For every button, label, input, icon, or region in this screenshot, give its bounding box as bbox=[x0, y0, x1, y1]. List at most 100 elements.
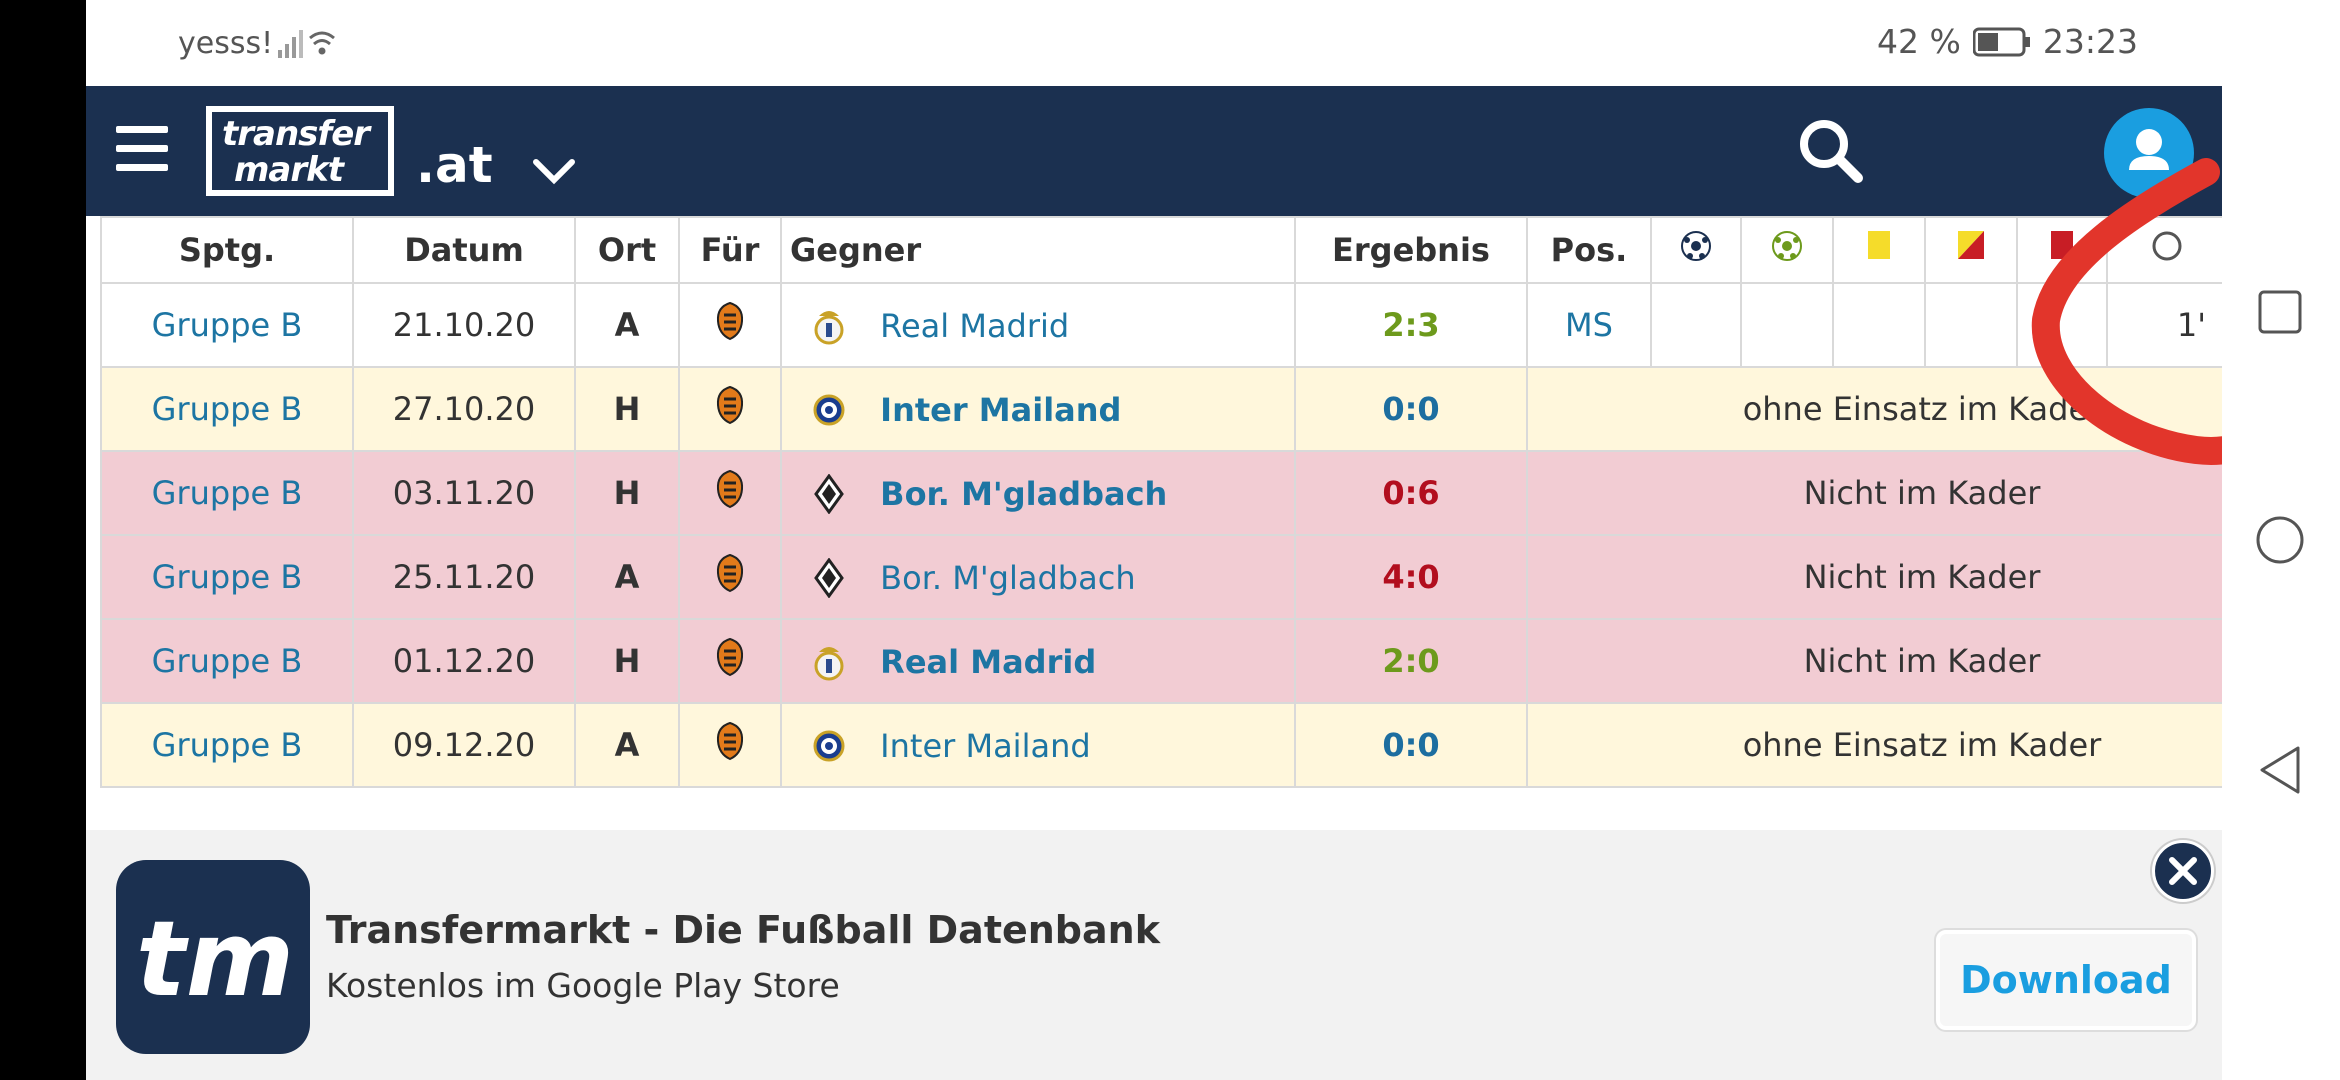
opponent-link[interactable]: Bor. M'gladbach bbox=[880, 474, 1168, 513]
competition-link[interactable]: Gruppe B bbox=[151, 474, 303, 512]
real-madrid-crest-icon[interactable] bbox=[812, 642, 846, 682]
header-assists[interactable] bbox=[1740, 216, 1834, 284]
recent-apps-icon[interactable] bbox=[2258, 290, 2302, 334]
red-card-icon bbox=[2051, 231, 2073, 259]
match-date: 03.11.20 bbox=[352, 450, 576, 536]
match-venue: A bbox=[574, 702, 680, 788]
carrier-name: yesss! bbox=[178, 26, 274, 61]
header-for[interactable]: Für bbox=[678, 216, 782, 284]
gladbach-crest-icon[interactable] bbox=[812, 557, 846, 598]
menu-icon[interactable] bbox=[116, 126, 168, 172]
site-header: transfer markt .at bbox=[86, 86, 2222, 216]
battery-icon bbox=[1972, 27, 2030, 56]
match-result[interactable]: 2:3 bbox=[1294, 282, 1528, 368]
clock-icon bbox=[2152, 231, 2182, 261]
table-row: Gruppe B 09.12.20 A Inter Mailand 0:0 oh… bbox=[100, 702, 2222, 788]
header-goals[interactable] bbox=[1650, 216, 1742, 284]
club-crest-icon[interactable] bbox=[715, 301, 745, 341]
header-result[interactable]: Ergebnis bbox=[1294, 216, 1528, 284]
club-crest-icon[interactable] bbox=[715, 385, 745, 425]
search-icon[interactable] bbox=[1796, 116, 1866, 186]
match-result[interactable]: 4:0 bbox=[1294, 534, 1528, 620]
opponent-link[interactable]: Inter Mailand bbox=[880, 727, 1091, 765]
app-icon-text: tm bbox=[136, 898, 295, 1020]
table-row: Gruppe B 25.11.20 A Bor. M'gladbach 4:0 … bbox=[100, 534, 2222, 620]
competition-link[interactable]: Gruppe B bbox=[151, 390, 303, 428]
logo-text-bottom: markt bbox=[234, 150, 344, 190]
header-opponent[interactable]: Gegner bbox=[780, 216, 1296, 284]
status-bar: yesss! 42 % 23:23 bbox=[86, 0, 2222, 86]
user-icon bbox=[2129, 129, 2169, 170]
phone-screen: yesss! 42 % 23:23 transfer markt bbox=[86, 0, 2222, 1080]
header-date[interactable]: Datum bbox=[352, 216, 576, 284]
match-date: 01.12.20 bbox=[352, 618, 576, 704]
banner-title: Transfermarkt - Die Fußball Datenbank bbox=[326, 908, 1160, 952]
club-crest-icon[interactable] bbox=[715, 721, 745, 761]
participation-status: Nicht im Kader bbox=[1526, 534, 2222, 620]
match-date: 27.10.20 bbox=[352, 366, 576, 452]
goals-cell bbox=[1650, 282, 1742, 368]
header-venue[interactable]: Ort bbox=[574, 216, 680, 284]
competition-link[interactable]: Gruppe B bbox=[151, 642, 303, 680]
yellow-card-icon bbox=[1868, 231, 1890, 259]
android-navigation-bar bbox=[2222, 0, 2340, 1080]
yellow-card-cell bbox=[1832, 282, 1926, 368]
logo-text-top: transfer bbox=[222, 114, 370, 154]
app-install-banner: tm Transfermarkt - Die Fußball Datenbank… bbox=[86, 830, 2222, 1080]
clock: 23:23 bbox=[2042, 22, 2138, 61]
minutes-played: 1' bbox=[2106, 282, 2222, 368]
match-venue: H bbox=[574, 618, 680, 704]
match-venue: H bbox=[574, 366, 680, 452]
match-table: Sptg. Datum Ort Für Gegner Ergebnis Pos. bbox=[100, 216, 2222, 788]
signal-wifi-icon bbox=[278, 30, 335, 58]
table-row: Gruppe B 03.11.20 H Bor. M'gladbach 0:6 … bbox=[100, 450, 2222, 536]
close-icon bbox=[2169, 857, 2197, 885]
participation-status: Nicht im Kader bbox=[1526, 450, 2222, 536]
header-yellow-red-card[interactable] bbox=[1924, 216, 2018, 284]
inter-crest-icon[interactable] bbox=[812, 393, 846, 427]
opponent-link[interactable]: Bor. M'gladbach bbox=[880, 558, 1136, 597]
competition-link[interactable]: Gruppe B bbox=[151, 306, 303, 344]
participation-status: ohne Einsatz im Kader bbox=[1526, 366, 2222, 452]
table-row: Gruppe B 21.10.20 A Real Madrid 2:3 MS bbox=[100, 282, 2222, 368]
home-icon[interactable] bbox=[2256, 516, 2304, 564]
match-result[interactable]: 0:0 bbox=[1294, 366, 1528, 452]
club-crest-icon[interactable] bbox=[715, 637, 745, 677]
match-result[interactable]: 2:0 bbox=[1294, 618, 1528, 704]
participation-status: Nicht im Kader bbox=[1526, 618, 2222, 704]
match-venue: H bbox=[574, 450, 680, 536]
club-crest-icon[interactable] bbox=[715, 469, 745, 509]
red-circle-annotation bbox=[2031, 158, 2222, 465]
match-table-container: Sptg. Datum Ort Für Gegner Ergebnis Pos. bbox=[100, 216, 2222, 828]
transfermarkt-app-icon[interactable]: tm bbox=[116, 860, 310, 1054]
match-result[interactable]: 0:0 bbox=[1294, 702, 1528, 788]
opponent-link[interactable]: Inter Mailand bbox=[880, 391, 1122, 429]
nav-buttons bbox=[2256, 290, 2304, 794]
opponent-link[interactable]: Real Madrid bbox=[880, 306, 1070, 345]
chevron-down-icon[interactable] bbox=[532, 156, 576, 186]
assists-cell bbox=[1740, 282, 1834, 368]
yellow-red-card-icon bbox=[1958, 231, 1984, 259]
match-venue: A bbox=[574, 534, 680, 620]
header-yellow-card[interactable] bbox=[1832, 216, 1926, 284]
match-result[interactable]: 0:6 bbox=[1294, 450, 1528, 536]
match-venue: A bbox=[574, 282, 680, 368]
competition-link[interactable]: Gruppe B bbox=[151, 558, 303, 596]
back-icon[interactable] bbox=[2260, 746, 2300, 794]
yellow-red-card-cell bbox=[1924, 282, 2018, 368]
opponent-link[interactable]: Real Madrid bbox=[880, 642, 1097, 681]
battery-percent: 42 % bbox=[1877, 22, 1961, 61]
club-crest-icon[interactable] bbox=[715, 553, 745, 593]
transfermarkt-logo[interactable]: transfer markt bbox=[206, 106, 394, 196]
gladbach-crest-icon[interactable] bbox=[812, 473, 846, 514]
header-competition[interactable]: Sptg. bbox=[100, 216, 354, 284]
header-position[interactable]: Pos. bbox=[1526, 216, 1652, 284]
goal-ball-icon bbox=[1681, 231, 1711, 261]
country-domain[interactable]: .at bbox=[416, 136, 493, 194]
competition-link[interactable]: Gruppe B bbox=[151, 726, 303, 764]
download-button[interactable]: Download bbox=[1936, 930, 2196, 1030]
match-date: 25.11.20 bbox=[352, 534, 576, 620]
close-banner-button[interactable] bbox=[2152, 840, 2214, 902]
inter-crest-icon[interactable] bbox=[812, 729, 846, 763]
real-madrid-crest-icon[interactable] bbox=[812, 306, 846, 346]
